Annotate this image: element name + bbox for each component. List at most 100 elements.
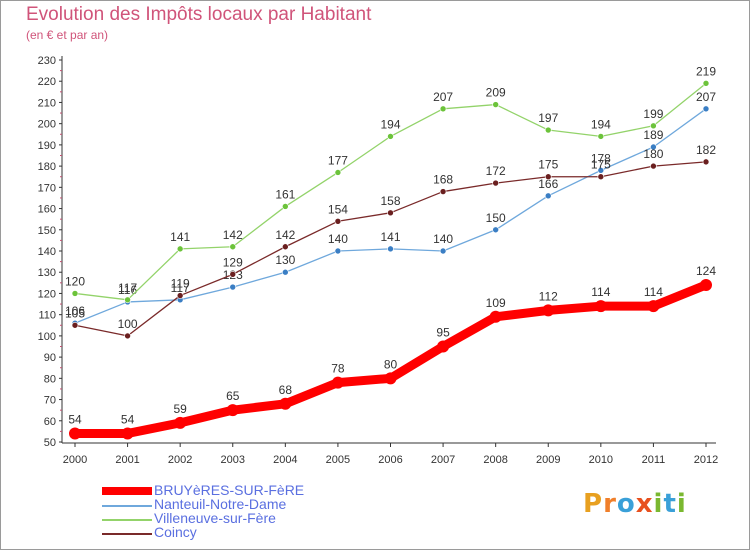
data-label: 207 — [433, 90, 453, 104]
data-point — [489, 310, 502, 323]
data-label: 207 — [696, 90, 716, 104]
data-label: 197 — [538, 111, 558, 125]
data-point — [387, 209, 394, 217]
data-point — [594, 300, 607, 313]
logo-letter: x — [635, 489, 654, 519]
y-tick-label: 120 — [38, 288, 56, 300]
data-point — [124, 296, 131, 304]
data-point — [226, 404, 239, 417]
data-label: 172 — [486, 164, 506, 178]
data-label: 180 — [643, 147, 663, 161]
data-point — [492, 179, 499, 187]
x-tick-label: 2005 — [326, 454, 350, 466]
data-point — [121, 427, 134, 440]
y-tick-label: 190 — [38, 140, 56, 152]
data-point — [69, 427, 81, 440]
chart-subtitle: (en € et par an) — [26, 28, 109, 42]
data-label: 112 — [539, 289, 558, 303]
data-point — [437, 340, 450, 353]
data-point — [650, 162, 657, 170]
data-point — [439, 247, 447, 255]
y-tick-label: 110 — [38, 310, 56, 322]
x-tick-label: 2002 — [168, 454, 192, 466]
data-point — [439, 188, 447, 195]
data-label: 168 — [433, 173, 453, 187]
data-label: 142 — [223, 228, 243, 242]
data-point — [71, 321, 79, 329]
chart-axes: 50 60 70 80 90 100 110 120 130 140 150 160 170 180 190… — [38, 55, 719, 466]
logo-letter: P — [583, 489, 604, 519]
data-label: 68 — [279, 383, 293, 397]
data-point — [282, 268, 289, 276]
data-label: 120 — [65, 274, 85, 288]
x-tick-label: 2000 — [63, 454, 87, 466]
data-label: 194 — [591, 117, 611, 131]
data-label: 114 — [591, 285, 610, 299]
data-point — [650, 143, 657, 151]
y-tick-label: 130 — [38, 267, 56, 279]
data-label: 65 — [226, 389, 240, 403]
legend-item-coincy: Coincy — [102, 524, 362, 540]
series-line — [74, 82, 707, 301]
data-point — [702, 158, 710, 166]
y-tick-label: 160 — [38, 204, 56, 216]
data-label: 182 — [696, 143, 716, 157]
logo-letter: i — [676, 489, 687, 519]
data-label: 130 — [275, 253, 295, 267]
data-point — [544, 126, 552, 134]
legend-swatch — [102, 487, 152, 495]
legend-swatch — [102, 505, 152, 507]
data-label: 141 — [170, 230, 190, 244]
data-point — [439, 105, 447, 113]
y-tick-label: 150 — [38, 225, 56, 237]
data-label: 199 — [643, 107, 663, 121]
data-point — [387, 245, 394, 253]
data-label: 117 — [118, 281, 137, 295]
legend-item-nanteuil: Nanteuil-Notre-Dame — [102, 496, 362, 512]
y-tick-label: 230 — [38, 55, 56, 67]
y-tick-label: 140 — [38, 246, 56, 258]
data-label: 140 — [433, 232, 453, 246]
data-point — [124, 332, 131, 340]
data-point — [282, 203, 289, 210]
x-tick-label: 2001 — [115, 454, 139, 466]
data-label: 129 — [223, 255, 243, 269]
data-label: 117 — [171, 281, 190, 295]
data-label: 175 — [538, 158, 558, 172]
data-point — [279, 397, 292, 410]
legend-label: Villeneuve-sur-Fère — [154, 510, 276, 526]
series-3: 105 100 119 129 142 154 158 168 172 175 175 180 182 — [65, 143, 716, 340]
legend-swatch — [102, 519, 152, 521]
logo-letter: r — [603, 489, 617, 519]
data-label: 175 — [591, 158, 611, 172]
data-label: 219 — [696, 64, 716, 78]
data-point — [702, 105, 710, 113]
logo-letter: i — [653, 489, 664, 519]
data-point — [492, 226, 499, 234]
series-1: 106116117123130140141140150166178189207 — [65, 90, 716, 327]
y-tick-label: 80 — [44, 373, 56, 385]
data-label: 189 — [643, 128, 663, 142]
data-point — [331, 376, 344, 389]
data-point — [542, 304, 555, 317]
data-point — [174, 416, 187, 429]
y-tick-label: 50 — [44, 437, 56, 449]
legend-label: Nanteuil-Notre-Dame — [154, 496, 287, 512]
data-label: 177 — [328, 153, 348, 167]
data-label: 106 — [65, 304, 85, 318]
data-point — [647, 300, 660, 313]
data-point — [71, 290, 79, 297]
data-point — [229, 283, 237, 291]
y-tick-label: 220 — [38, 76, 56, 88]
data-label: 100 — [118, 317, 138, 331]
data-point — [176, 292, 184, 299]
data-point — [700, 278, 712, 291]
data-label: 209 — [486, 86, 506, 100]
data-point — [387, 133, 394, 140]
data-label: 116 — [118, 283, 137, 297]
logo-letter: o — [616, 489, 636, 519]
data-point — [544, 173, 552, 181]
chart-title: Evolution des Impôts locaux par Habitant — [26, 4, 372, 25]
